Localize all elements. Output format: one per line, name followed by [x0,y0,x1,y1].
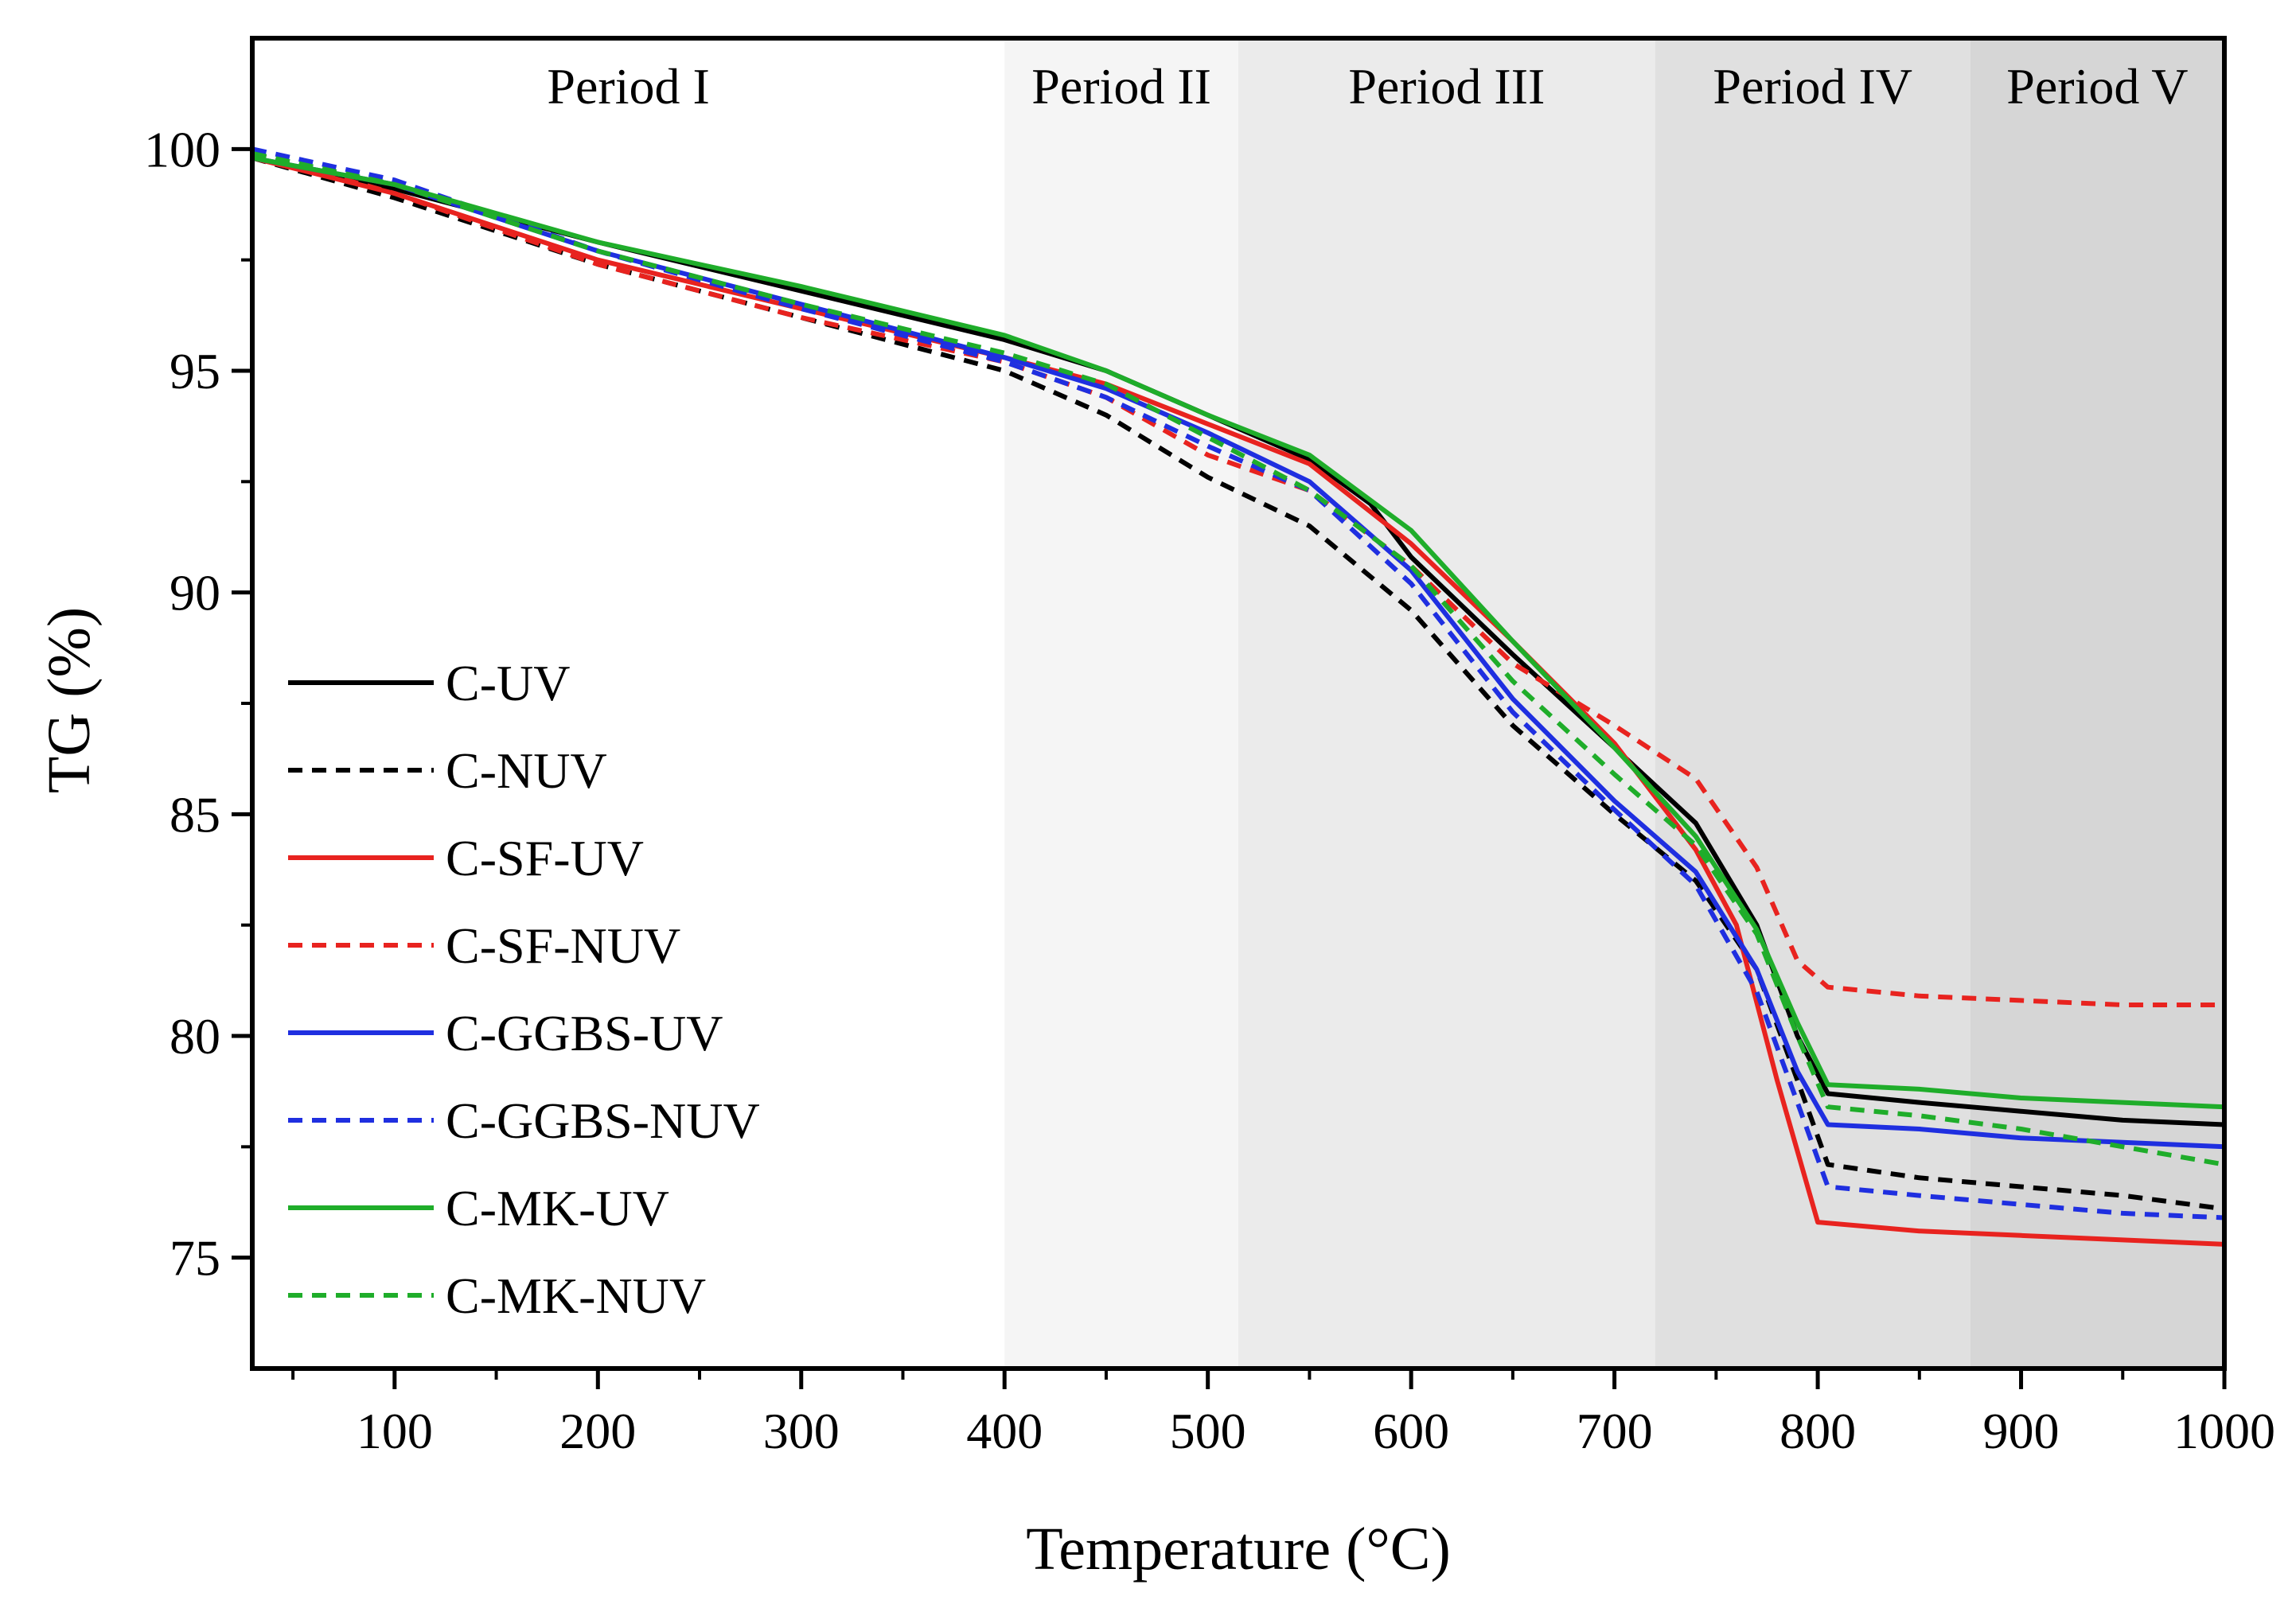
y-axis-label: TG (%) [36,607,103,793]
period-label-3: Period III [1348,58,1545,115]
legend-label-c-ggbs-uv: C-GGBS-UV [446,1005,723,1061]
period-label-2: Period II [1031,58,1211,115]
y-tick-label: 95 [170,343,220,399]
x-tick-label: 500 [1170,1403,1246,1459]
x-tick-label: 800 [1779,1403,1856,1459]
period-band-3 [1238,38,1655,1369]
x-axis-label: Temperature (°C) [1026,1516,1451,1583]
legend-label-c-mk-nuv: C-MK-NUV [446,1267,706,1324]
series-line-c-uv [251,155,2225,1127]
series-line-c-ggbs-uv [251,155,2225,1150]
period-band-5 [1970,38,2224,1369]
x-tick-label: 400 [966,1403,1043,1459]
y-tick-label: 75 [170,1230,220,1287]
period-label-5: Period V [2006,58,2188,115]
legend-label-c-nuv: C-NUV [446,742,607,799]
period-band-4 [1655,38,1971,1369]
legend-label-c-ggbs-nuv: C-GGBS-NUV [446,1092,760,1149]
period-label-4: Period IV [1713,58,1912,115]
x-tick-label: 200 [559,1403,636,1459]
series-line-c-sf-nuv [251,151,2224,1007]
series-line-c-mk-nuv [251,150,2225,1167]
series-lines [251,146,2225,1247]
tick-labels: 100 200 300 400 500 600 700 800 900 1000 75 80 85 90 9… [144,121,2275,1459]
y-tick-label: 90 [170,565,220,621]
x-tick-label: 100 [357,1403,433,1459]
series-line-c-nuv [251,155,2225,1212]
period-label-1: Period I [547,58,709,115]
period-band-2 [1004,38,1238,1369]
series-line-c-ggbs-nuv [251,146,2225,1221]
x-tick-label: 900 [1983,1403,2060,1459]
y-tick-label: 85 [170,786,220,843]
legend-label-c-sf-uv: C-SF-UV [446,830,644,886]
legend-label-c-sf-nuv: C-SF-NUV [446,917,680,974]
series-line-c-mk-uv [251,155,2225,1110]
x-tick-label: 700 [1577,1403,1653,1459]
x-tick-label: 1000 [2173,1403,2275,1459]
period-labels: Period I Period II Period III Period IV Peri… [547,58,2188,115]
x-tick-label: 300 [763,1403,840,1459]
legend-label-c-mk-uv: C-MK-UV [446,1180,669,1236]
y-tick-label: 80 [170,1008,220,1065]
period-band-1 [252,38,1005,1369]
y-tick-label: 100 [144,121,220,177]
axis-ticks [232,146,2227,1389]
legend-label-c-uv: C-UV [446,655,570,711]
legend: C-UV C-NUV C-SF-UV C-SF-NUV C-GGBS-UV C-GGBS-… [288,655,760,1324]
x-tick-label: 600 [1373,1403,1449,1459]
